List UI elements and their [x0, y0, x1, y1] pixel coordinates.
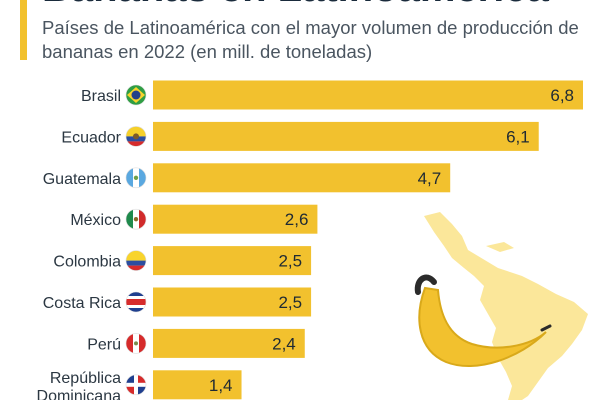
bar-brasil	[153, 80, 583, 110]
bar-costa-rica	[153, 287, 312, 317]
costa-rica-flag-icon	[125, 291, 147, 313]
bar-guatemala	[153, 163, 451, 193]
mexico-flag-icon	[125, 208, 147, 230]
page-title: Bananas en Latinoamérica	[42, 0, 549, 10]
value-label-republica-dominicana: 1,4	[209, 376, 233, 395]
dominican-republic-flag-icon	[125, 374, 147, 396]
guatemala-flag-icon	[125, 167, 147, 189]
caribbean-islands	[486, 242, 514, 252]
latin-america-map-icon	[424, 212, 588, 400]
category-label-guatemala: Guatemala	[43, 171, 121, 188]
bar-colombia	[153, 246, 312, 276]
peru-flag-icon	[125, 333, 147, 354]
category-label-republica-dominicana: República Dominicana	[37, 370, 122, 400]
colombia-flag-icon	[125, 250, 147, 271]
bar-republica-dominicana	[153, 370, 242, 400]
value-label-colombia: 2,5	[278, 252, 302, 271]
category-label-colombia: Colombia	[53, 254, 121, 271]
value-label-peru: 2,4	[272, 334, 296, 353]
value-label-guatemala: 4,7	[418, 169, 442, 188]
category-label-costa-rica: Costa Rica	[43, 295, 121, 312]
value-label-brasil: 6,8	[550, 86, 574, 105]
category-label-peru: Perú	[87, 336, 121, 353]
ecuador-flag-icon	[125, 126, 147, 147]
value-label-ecuador: 6,1	[506, 127, 530, 146]
bar-mexico	[153, 204, 318, 234]
chart-subtitle: Países de Latinoamérica con el mayor vol…	[42, 17, 579, 62]
title-accent-bar	[20, 0, 27, 60]
banana-icon	[418, 286, 547, 367]
banana-tip-icon	[540, 324, 552, 332]
value-label-costa-rica: 2,5	[278, 293, 302, 312]
category-label-mexico: México	[70, 212, 121, 229]
banana-stem-icon	[414, 274, 437, 295]
category-label-ecuador: Ecuador	[61, 129, 121, 146]
bar-rows: 6,8 Brasil 6,1 Ecuador 4,7 Guatemala 2,6 México…	[37, 80, 583, 400]
bar-ecuador	[153, 121, 539, 151]
bar-peru	[153, 328, 305, 358]
category-label-brasil: Brasil	[81, 88, 121, 105]
value-label-mexico: 2,6	[285, 210, 309, 229]
brazil-flag-icon	[125, 84, 147, 106]
latin-america-illustration	[414, 212, 588, 400]
